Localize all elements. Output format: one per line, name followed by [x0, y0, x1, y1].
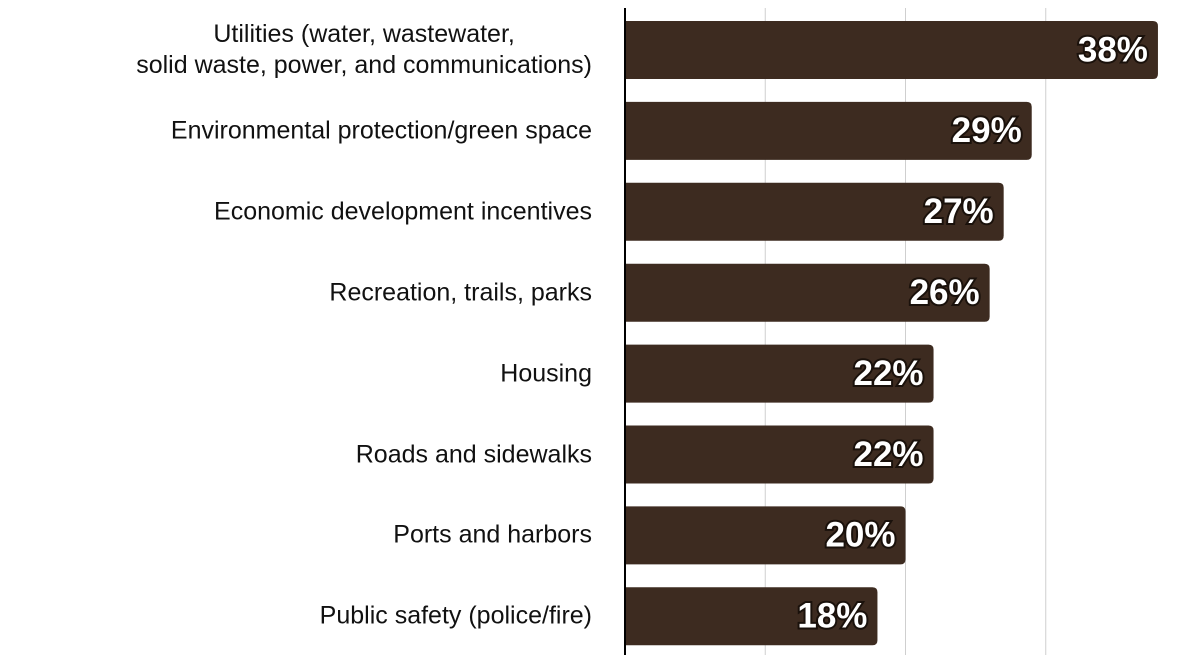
- category-label: Environmental protection/green space: [170, 116, 592, 145]
- bar: [625, 587, 878, 646]
- value-label: 20%: [825, 516, 895, 555]
- bar: [625, 21, 1158, 79]
- value-label: 18%: [797, 597, 867, 636]
- category-label: Utilities (water, wastewater, solid wast…: [136, 20, 592, 79]
- bar: [625, 101, 1032, 160]
- bar: [625, 425, 934, 484]
- bar: [625, 182, 1004, 241]
- value-label: 26%: [910, 273, 980, 312]
- category-label: Housing: [500, 359, 592, 388]
- value-label: 27%: [924, 192, 994, 231]
- value-label: 29%: [952, 111, 1022, 150]
- category-label: Roads and sidewalks: [355, 440, 592, 468]
- category-label: Recreation, trails, parks: [329, 278, 592, 307]
- value-label: 38%: [1078, 30, 1148, 69]
- category-label: Ports and harbors: [393, 520, 592, 549]
- category-label: Public safety (police/fire): [319, 601, 592, 630]
- value-label: 22%: [853, 435, 923, 474]
- category-label: Economic development incentives: [214, 197, 592, 226]
- bar: [625, 263, 990, 322]
- value-label: 22%: [853, 354, 923, 393]
- bar: [625, 344, 934, 403]
- bar: [625, 506, 906, 565]
